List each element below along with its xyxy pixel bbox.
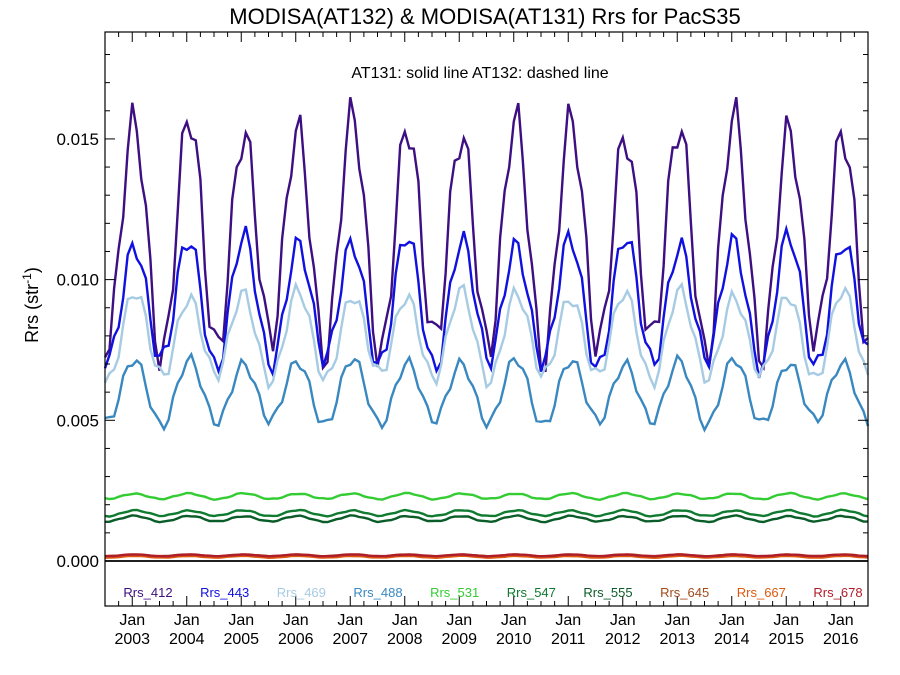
axes-layer: 0.000 0.005 0.010 0.015 Jan 2003 Jan 2004 Jan 200… — [56, 31, 869, 648]
x-tick-label-month: Jan — [610, 612, 636, 629]
x-tick-label-year: 2012 — [605, 631, 641, 648]
series-line-rrs_547 — [104, 508, 869, 518]
x-tick-label-month: Jan — [555, 612, 581, 629]
legend-entry-rrs_469: Rrs_469 — [277, 585, 326, 600]
series-line-rrs_443 — [103, 224, 869, 379]
x-tick-label-year: 2003 — [114, 631, 150, 648]
x-tick-label-month: Jan — [773, 612, 799, 629]
x-tick-label-month: Jan — [501, 612, 527, 629]
y-axis-label-tail: ) — [22, 267, 42, 273]
series-line-rrs_488 — [104, 351, 870, 433]
x-tick-label-month: Jan — [664, 612, 690, 629]
legend-entry-rrs_678: Rrs_678 — [813, 585, 862, 600]
x-tick-label-month: Jan — [446, 612, 472, 629]
x-tick-label-year: 2013 — [659, 631, 695, 648]
x-tick-label-month: Jan — [119, 612, 145, 629]
x-tick-label-month: Jan — [283, 612, 309, 629]
legend-entry-rrs_547: Rrs_547 — [507, 585, 556, 600]
y-axis-label: Rrs (str-1) — [20, 267, 42, 343]
svg-text:Rrs (str-1): Rrs (str-1) — [20, 267, 42, 343]
x-tick-label-month: Jan — [174, 612, 200, 629]
x-tick-label-month: Jan — [828, 612, 854, 629]
series-line-rrs_531 — [104, 491, 869, 502]
y-tick-label: 0.015 — [56, 130, 99, 149]
x-tick-label-year: 2010 — [496, 631, 532, 648]
legend-entry-rrs_531: Rrs_531 — [430, 585, 479, 600]
y-axis-label-main: Rrs (str — [22, 284, 42, 343]
legend-entry-rrs_488: Rrs_488 — [353, 585, 402, 600]
x-tick-label-year: 2011 — [551, 631, 586, 648]
series-line-rrs_469 — [103, 280, 870, 392]
x-tick-label-year: 2009 — [441, 631, 477, 648]
legend-entry-rrs_667: Rrs_667 — [737, 585, 786, 600]
line-style-annotation: AT131: solid line AT132: dashed line — [351, 65, 608, 82]
series-layer — [103, 96, 870, 560]
legend: Rrs_412 Rrs_443 Rrs_469 Rrs_488 Rrs_531 Rrs_5… — [123, 585, 862, 600]
legend-entry-rrs_555: Rrs_555 — [583, 585, 632, 600]
y-axis-label-sup: -1 — [20, 273, 34, 284]
series-line-rrs_412 — [103, 96, 869, 373]
series-line-rrs_678 — [104, 553, 869, 558]
x-tick-label-year: 2015 — [768, 631, 804, 648]
x-tick-label-month: Jan — [719, 612, 745, 629]
x-tick-label-year: 2016 — [823, 631, 859, 648]
x-tick-label-month: Jan — [337, 612, 363, 629]
y-tick-label: 0.000 — [56, 552, 99, 571]
legend-entry-rrs_443: Rrs_443 — [200, 585, 249, 600]
x-tick-label-year: 2014 — [714, 631, 750, 648]
x-tick-label-year: 2008 — [387, 631, 423, 648]
x-tick-label-month: Jan — [228, 612, 254, 629]
legend-entry-rrs_412: Rrs_412 — [123, 585, 172, 600]
y-tick-label: 0.010 — [56, 271, 99, 290]
x-tick-label-year: 2007 — [332, 631, 368, 648]
x-tick-label-year: 2005 — [223, 631, 259, 648]
x-tick-label-year: 2004 — [169, 631, 205, 648]
x-tick-label-year: 2006 — [278, 631, 314, 648]
chart-title: MODISA(AT132) & MODISA(AT131) Rrs for Pa… — [229, 4, 740, 29]
series-line-rrs_555 — [105, 514, 869, 524]
x-tick-label-month: Jan — [392, 612, 418, 629]
y-tick-label: 0.005 — [56, 411, 99, 430]
legend-entry-rrs_645: Rrs_645 — [660, 585, 709, 600]
